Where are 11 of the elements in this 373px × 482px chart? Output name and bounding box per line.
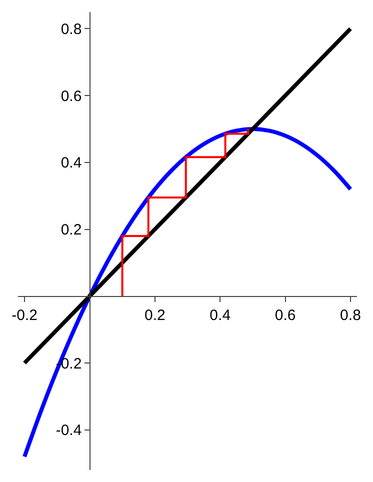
x-tick-label: -0.2: [12, 307, 38, 324]
x-tick-label: 0.4: [210, 307, 231, 324]
x-tick-label: 0.2: [144, 307, 166, 324]
y-tick-label: -0.4: [56, 422, 82, 440]
line-series: [121, 128, 250, 298]
x-tick-label: 0.6: [274, 307, 296, 324]
y-tick-label: 0.8: [60, 20, 82, 38]
y-tick-label: 0.4: [60, 154, 82, 172]
x-tick-label: 0.8: [340, 307, 361, 324]
y-tick-label: 0.6: [60, 88, 82, 105]
y-tick-label: 0.2: [60, 222, 82, 239]
